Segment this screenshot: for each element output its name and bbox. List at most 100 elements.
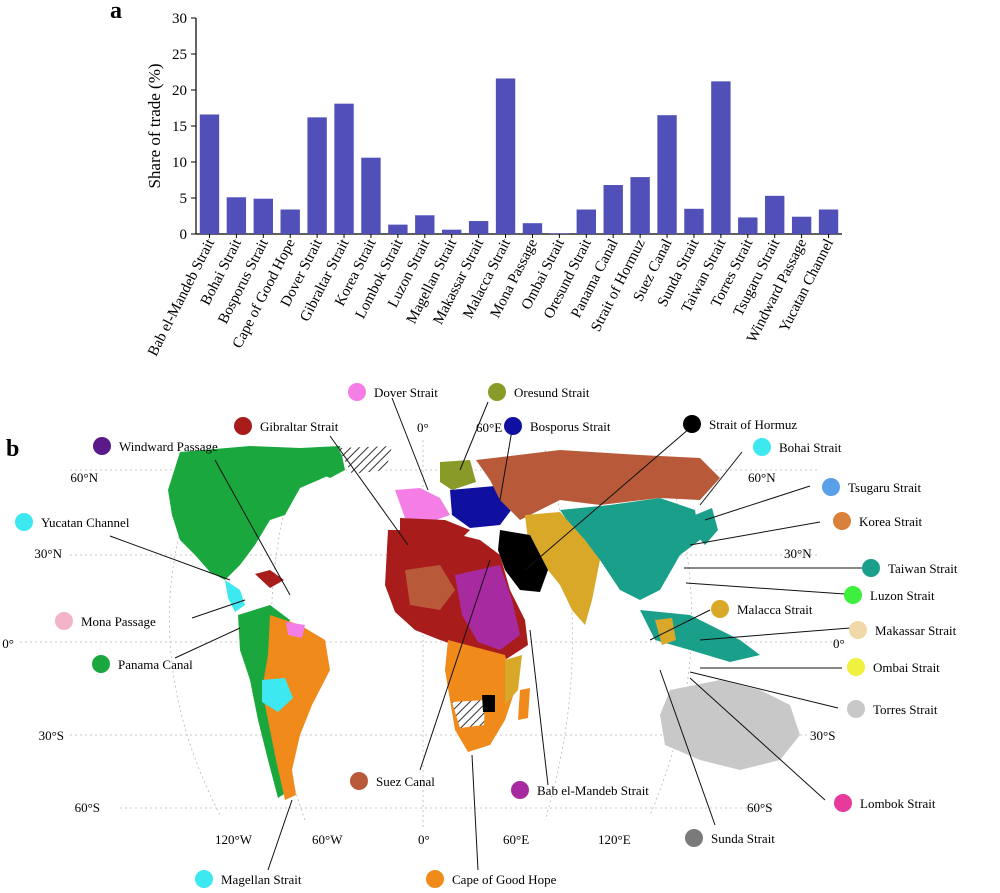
- bar: [280, 209, 300, 234]
- legend-dot: [683, 415, 701, 433]
- legend-label: Gibraltar Strait: [260, 419, 339, 434]
- arctic-hatch: [338, 446, 392, 474]
- legend-label: Magellan Strait: [221, 872, 302, 887]
- africa-ochre: [505, 655, 522, 705]
- bars: [199, 78, 839, 235]
- legend-dot: [348, 383, 366, 401]
- legend-dot: [93, 437, 111, 455]
- legend-dot: [822, 478, 840, 496]
- africa-hatch: [452, 700, 485, 728]
- africa-purple: [455, 565, 520, 650]
- lon-bottom-120e: 120°E: [598, 832, 631, 847]
- north-america: [168, 446, 335, 580]
- legend-label: Windward Passage: [119, 439, 218, 454]
- lat-right-60s: 60°S: [747, 800, 772, 815]
- leader-lines: [109, 397, 862, 871]
- lon-bottom-60w: 60°W: [312, 832, 343, 847]
- caribbean: [255, 570, 284, 588]
- panel-a-letter: a: [110, 0, 122, 24]
- arabia-black: [498, 530, 548, 592]
- legend-dot: [849, 621, 867, 639]
- legend-dot: [862, 559, 880, 577]
- lon-bottom-120w: 120°W: [215, 832, 253, 847]
- madagascar: [518, 688, 530, 720]
- lat-right-0: 0°: [833, 636, 845, 651]
- south-america-pink: [286, 622, 305, 638]
- australia: [660, 680, 800, 770]
- bar: [522, 223, 543, 234]
- panel-a-bar-chart: a 0 5 10 15 20 25 30 Share of trade (%) Bab el…: [110, 0, 842, 359]
- legend-label: Malacca Strait: [737, 602, 813, 617]
- legend-dot: [833, 512, 851, 530]
- south-america-orange: [262, 615, 330, 800]
- legend-dot: [685, 829, 703, 847]
- legend-dot: [834, 794, 852, 812]
- lon-top-60e: 60°E: [476, 420, 502, 435]
- y-tick-label: 5: [180, 191, 188, 207]
- y-axis-label: Share of trade (%): [145, 63, 164, 188]
- legend-dot: [55, 612, 73, 630]
- panel-b-letter: b: [6, 436, 19, 462]
- legend-label: Suez Canal: [376, 774, 435, 789]
- bar: [576, 209, 596, 234]
- legend-label: Taiwan Strait: [888, 561, 958, 576]
- africa-brown: [405, 565, 455, 610]
- bar: [791, 216, 812, 234]
- lat-left-60s: 60°S: [75, 800, 100, 815]
- legend-label: Luzon Strait: [870, 588, 935, 603]
- legend-label: Panama Canal: [118, 657, 193, 672]
- lat-left-0: 0°: [2, 636, 14, 651]
- lon-bottom-60e: 60°E: [503, 832, 529, 847]
- legend-label: Korea Strait: [859, 514, 923, 529]
- legend-dot: [847, 700, 865, 718]
- legend-dot: [847, 658, 865, 676]
- legend-label: Ombai Strait: [873, 660, 940, 675]
- y-ticks: 0 5 10 15 20 25 30: [172, 11, 196, 243]
- legend-label: Mona Passage: [81, 614, 156, 629]
- malay-ochre: [655, 618, 676, 645]
- bar: [738, 217, 758, 234]
- legend-dot: [844, 586, 862, 604]
- legend-label: Makassar Strait: [875, 623, 957, 638]
- bar: [307, 117, 327, 234]
- asia-teal: [560, 498, 700, 600]
- legend-label: Tsugaru Strait: [848, 480, 921, 495]
- legend-dot: [350, 772, 368, 790]
- y-tick-label: 25: [172, 47, 187, 63]
- bar: [603, 185, 623, 234]
- europe-pink: [395, 488, 450, 522]
- legend-dot: [15, 513, 33, 531]
- legend-dot: [426, 870, 444, 888]
- africa-black-spot: [482, 695, 495, 712]
- legend-label: Yucatan Channel: [41, 515, 130, 530]
- y-tick-label: 10: [172, 155, 187, 171]
- y-tick-label: 15: [172, 119, 187, 135]
- legend-label: Dover Strait: [374, 385, 438, 400]
- central-america: [225, 580, 245, 612]
- lat-left-30n: 30°N: [34, 546, 62, 561]
- lat-right-60n: 60°N: [748, 470, 776, 485]
- land-masses: [168, 446, 800, 800]
- y-tick-label: 20: [172, 83, 187, 99]
- legend-dot: [511, 781, 529, 799]
- bar: [253, 198, 273, 234]
- y-tick-label: 0: [180, 227, 188, 243]
- bar: [415, 215, 435, 234]
- map-legend: Dover Strait Oresund Strait Gibraltar Stra…: [15, 383, 958, 888]
- bar: [226, 197, 247, 234]
- legend-dot: [92, 655, 110, 673]
- legend-dot: [234, 417, 252, 435]
- legend-dot: [488, 383, 506, 401]
- bar: [630, 177, 650, 234]
- legend-label: Cape of Good Hope: [452, 872, 557, 887]
- bar: [495, 78, 516, 234]
- lat-right-30s: 30°S: [810, 728, 835, 743]
- bar: [711, 81, 731, 234]
- lon-top-0: 0°: [417, 420, 429, 435]
- legend-dot: [711, 600, 729, 618]
- lat-left-30s: 30°S: [39, 728, 64, 743]
- bar: [549, 233, 570, 234]
- europe-olive: [440, 460, 476, 490]
